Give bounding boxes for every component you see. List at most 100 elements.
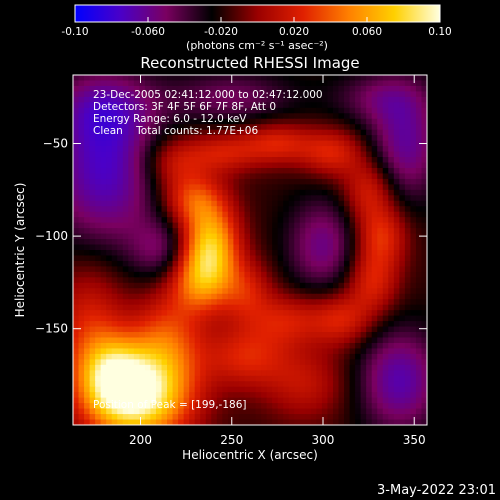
heatmap-cell bbox=[89, 80, 96, 87]
heatmap-cell bbox=[233, 321, 240, 328]
heatmap-cell bbox=[388, 173, 395, 180]
heatmap-cell bbox=[371, 96, 378, 103]
heatmap-cell bbox=[377, 375, 384, 382]
heatmap-cell bbox=[100, 80, 107, 87]
heatmap-cell bbox=[78, 96, 85, 103]
heatmap-cell bbox=[84, 414, 91, 421]
heatmap-cell bbox=[89, 157, 96, 164]
heatmap-cell bbox=[244, 189, 251, 196]
heatmap-cell bbox=[78, 85, 85, 93]
heatmap-cell bbox=[100, 375, 107, 382]
heatmap-cell bbox=[382, 184, 389, 191]
heatmap-cell bbox=[283, 386, 290, 393]
heatmap-cell bbox=[100, 321, 107, 328]
heatmap-cell bbox=[183, 310, 190, 317]
heatmap-cell bbox=[355, 217, 362, 224]
heatmap-cell bbox=[344, 348, 351, 355]
heatmap-cell bbox=[272, 370, 279, 377]
heatmap-cell bbox=[366, 315, 373, 322]
heatmap-cell bbox=[327, 113, 334, 120]
heatmap-cell bbox=[211, 195, 218, 202]
heatmap-cell bbox=[366, 162, 373, 169]
heatmap-cell bbox=[404, 326, 412, 333]
heatmap-cell bbox=[161, 167, 168, 175]
heatmap-cell bbox=[95, 419, 102, 425]
heatmap-cell bbox=[266, 135, 273, 142]
heatmap-cell bbox=[344, 299, 351, 306]
heatmap-cell bbox=[200, 271, 207, 278]
heatmap-cell bbox=[100, 75, 107, 82]
heatmap-cell bbox=[277, 392, 284, 399]
heatmap-cell bbox=[100, 370, 107, 377]
heatmap-cell bbox=[128, 211, 135, 218]
heatmap-cell bbox=[150, 397, 157, 404]
heatmap-cell bbox=[327, 244, 334, 251]
heatmap-cell bbox=[150, 408, 157, 415]
heatmap-cell bbox=[277, 408, 284, 415]
heatmap-cell bbox=[344, 375, 351, 382]
heatmap-cell bbox=[84, 162, 91, 169]
heatmap-cell bbox=[261, 91, 268, 98]
heatmap-cell bbox=[89, 91, 96, 98]
heatmap-cell bbox=[161, 146, 168, 153]
heatmap-cell bbox=[288, 80, 295, 87]
heatmap-cell bbox=[139, 403, 146, 410]
heatmap-cell bbox=[73, 178, 80, 185]
heatmap-cell bbox=[73, 260, 80, 268]
heatmap-cell bbox=[205, 408, 212, 415]
heatmap-cell bbox=[194, 326, 201, 333]
heatmap-cell bbox=[161, 260, 168, 268]
heatmap-cell bbox=[84, 255, 91, 262]
heatmap-cell bbox=[161, 403, 168, 410]
heatmap-cell bbox=[261, 408, 268, 415]
heatmap-cell bbox=[238, 233, 246, 240]
heatmap-cell bbox=[227, 102, 235, 109]
heatmap-cell bbox=[233, 332, 240, 339]
heatmap-cell bbox=[250, 353, 257, 360]
heatmap-cell bbox=[355, 173, 362, 180]
heatmap-cell bbox=[95, 260, 102, 268]
heatmap-cell bbox=[415, 250, 423, 257]
heatmap-cell bbox=[377, 211, 384, 218]
heatmap-cell bbox=[211, 178, 218, 185]
heatmap-cell bbox=[100, 135, 107, 142]
heatmap-cell bbox=[238, 342, 246, 350]
heatmap-cell bbox=[178, 233, 185, 240]
heatmap-cell bbox=[349, 304, 356, 311]
heatmap-cell bbox=[371, 162, 378, 169]
heatmap-cell bbox=[233, 200, 240, 207]
heatmap-cell bbox=[244, 239, 251, 246]
heatmap-cell bbox=[150, 244, 157, 251]
heatmap-cell bbox=[172, 124, 179, 131]
heatmap-cell bbox=[194, 167, 201, 175]
heatmap-cell bbox=[167, 370, 174, 377]
heatmap-cell bbox=[310, 304, 317, 311]
heatmap-cell bbox=[349, 239, 356, 246]
heatmap-cell bbox=[399, 315, 406, 322]
heatmap-cell bbox=[73, 408, 80, 415]
heatmap-cell bbox=[128, 315, 135, 322]
heatmap-cell bbox=[332, 293, 340, 300]
heatmap-cell bbox=[272, 375, 279, 382]
heatmap-cell bbox=[200, 326, 207, 333]
heatmap-cell bbox=[89, 211, 96, 218]
heatmap-cell bbox=[95, 124, 102, 131]
heatmap-cell bbox=[366, 353, 373, 360]
heatmap-cell bbox=[222, 162, 229, 169]
heatmap-cell bbox=[144, 299, 152, 306]
heatmap-cell bbox=[327, 184, 334, 191]
heatmap-cell bbox=[377, 135, 384, 142]
heatmap-cell bbox=[106, 80, 113, 87]
heatmap-cell bbox=[227, 414, 235, 421]
heatmap-cell bbox=[244, 381, 251, 388]
heatmap-cell bbox=[399, 178, 406, 185]
heatmap-cell bbox=[316, 359, 323, 366]
heatmap-cell bbox=[393, 370, 400, 377]
heatmap-cell bbox=[117, 157, 124, 164]
heatmap-cell bbox=[382, 260, 389, 268]
heatmap-cell bbox=[261, 146, 268, 153]
heatmap-cell bbox=[205, 162, 212, 169]
heatmap-cell bbox=[222, 102, 229, 109]
heatmap-cell bbox=[410, 315, 417, 322]
heatmap-cell bbox=[205, 299, 212, 306]
